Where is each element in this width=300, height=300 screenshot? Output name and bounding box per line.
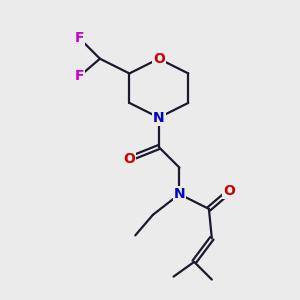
Text: O: O (124, 152, 135, 166)
Text: F: F (75, 69, 84, 83)
Text: N: N (153, 111, 165, 124)
Text: N: N (174, 187, 185, 201)
Text: O: O (224, 184, 236, 198)
Text: O: O (153, 52, 165, 66)
Text: F: F (75, 31, 84, 45)
